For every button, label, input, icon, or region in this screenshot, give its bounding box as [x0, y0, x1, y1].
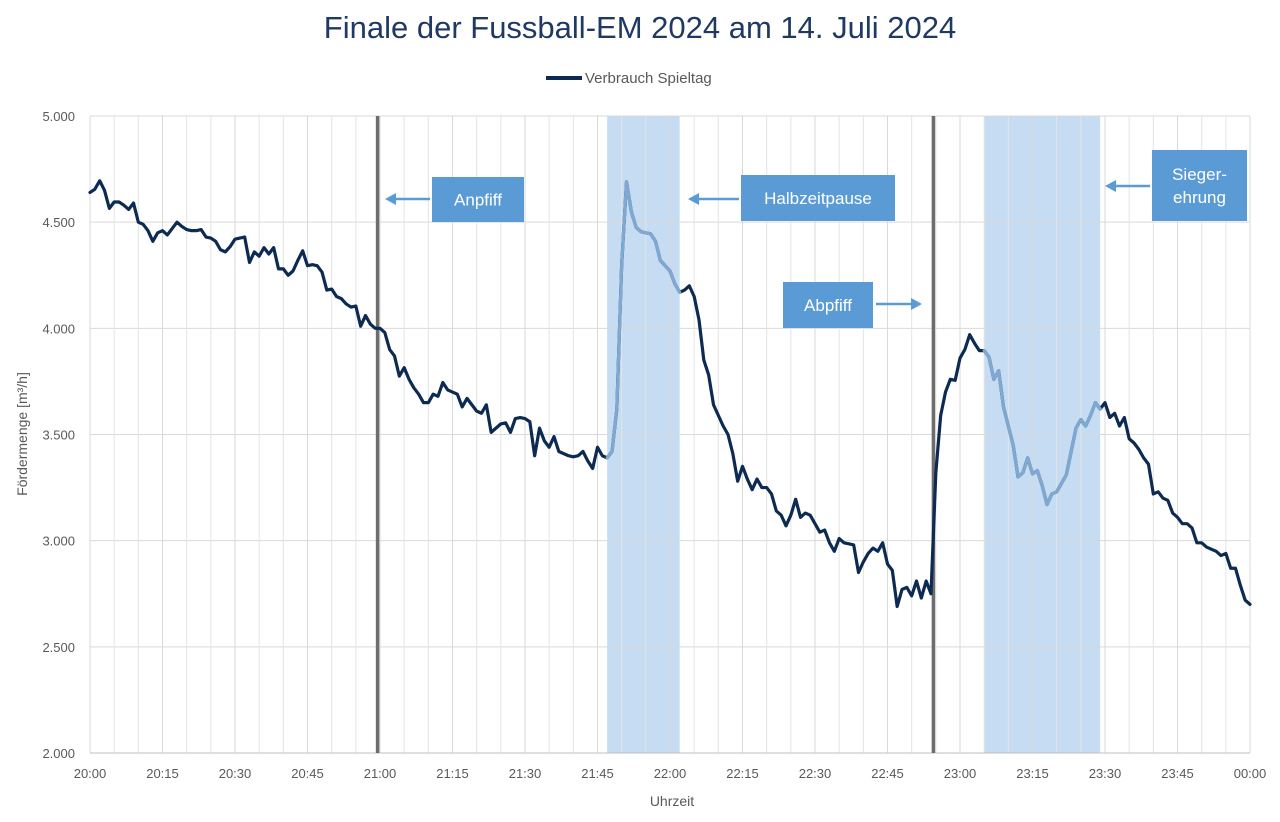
y-tick-label: 3.000: [42, 534, 75, 549]
gridlines: [89, 115, 1251, 754]
x-tick-label: 20:45: [291, 766, 324, 781]
x-tick-label: 20:00: [74, 766, 107, 781]
y-axis-label: Fördermenge [m³/h]: [14, 372, 30, 496]
y-tick-label: 2.000: [42, 746, 75, 761]
annotation-box-4: [1152, 150, 1247, 221]
y-tick-label: 5.000: [42, 109, 75, 124]
x-tick-label: 21:15: [436, 766, 469, 781]
annotation-arrow-head-3: [911, 298, 922, 310]
x-axis-label: Uhrzeit: [650, 793, 694, 809]
x-tick-label: 21:00: [364, 766, 397, 781]
y-tick-label: 2.500: [42, 640, 75, 655]
x-tick-label: 23:15: [1016, 766, 1049, 781]
y-tick-label: 3.500: [42, 428, 75, 443]
annotation-label-4: ehrung: [1173, 188, 1226, 207]
x-tick-label: 00:00: [1234, 766, 1267, 781]
annotation-box-3: [783, 282, 873, 328]
annotations: Anpfiff Halbzeitpause Abpfiff Sieger-ehrung: [385, 150, 1247, 328]
legend: Verbrauch Spieltag: [546, 70, 712, 87]
x-tick-label: 23:45: [1161, 766, 1194, 781]
x-tick-label: 22:00: [654, 766, 687, 781]
y-tick-label: 4.500: [42, 215, 75, 230]
annotation-box-2: [741, 175, 895, 221]
annotation-label-3: Abpfiff: [804, 296, 852, 315]
annotation-arrow-head-1: [385, 193, 396, 205]
x-tick-label: 22:15: [726, 766, 759, 781]
legend-label: Verbrauch Spieltag: [585, 70, 712, 87]
annotation-label-4: Sieger-: [1172, 165, 1227, 184]
chart-title: Finale der Fussball-EM 2024 am 14. Juli …: [324, 10, 956, 45]
x-tick-label: 23:30: [1089, 766, 1122, 781]
series-line-highlight-2: [982, 349, 1102, 507]
x-tick-label: 23:00: [944, 766, 977, 781]
x-tick-label: 21:30: [509, 766, 542, 781]
x-tick-label: 20:30: [219, 766, 252, 781]
annotation-label-1: Anpfiff: [454, 191, 502, 210]
annotation-label-2: Halbzeitpause: [764, 189, 872, 208]
x-axis-ticks: 20:00 20:15 20:30 20:45 21:00 21:15 21:30 21:45…: [74, 766, 1267, 781]
y-axis-ticks: 2.000 2.500 3.000 3.500 4.000 4.500 5.000: [42, 109, 75, 761]
series-line-highlight-1: [605, 180, 682, 460]
annotation-box-1: [432, 177, 524, 222]
y-tick-label: 4.000: [42, 321, 75, 336]
x-tick-label: 22:30: [799, 766, 832, 781]
x-tick-label: 20:15: [146, 766, 179, 781]
annotation-arrow-head-2: [688, 193, 699, 205]
annotation-arrow-head-4: [1105, 180, 1116, 192]
event-lines: [375, 116, 936, 753]
series-layer: [88, 179, 1252, 609]
x-tick-label: 22:45: [871, 766, 904, 781]
x-tick-label: 21:45: [581, 766, 614, 781]
